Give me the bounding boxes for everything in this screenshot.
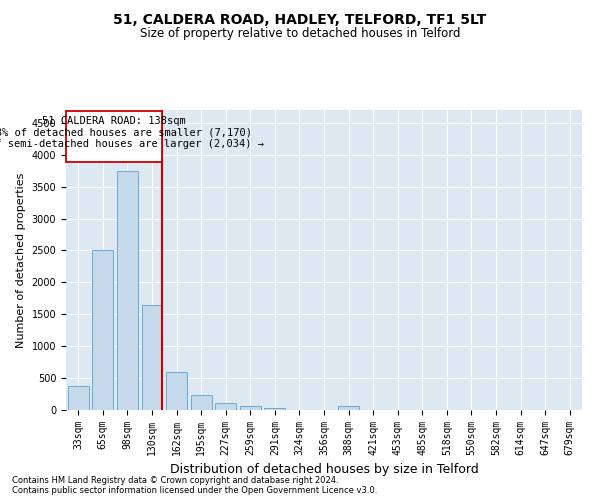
Text: 22% of semi-detached houses are larger (2,034) →: 22% of semi-detached houses are larger (… xyxy=(0,140,264,149)
Bar xyxy=(68,386,89,410)
Y-axis label: Number of detached properties: Number of detached properties xyxy=(16,172,26,348)
X-axis label: Distribution of detached houses by size in Telford: Distribution of detached houses by size … xyxy=(170,464,478,476)
FancyBboxPatch shape xyxy=(66,112,163,162)
Text: 51, CALDERA ROAD, HADLEY, TELFORD, TF1 5LT: 51, CALDERA ROAD, HADLEY, TELFORD, TF1 5… xyxy=(113,12,487,26)
Bar xyxy=(240,406,261,410)
Bar xyxy=(338,406,359,410)
Bar xyxy=(92,250,113,410)
Text: 51 CALDERA ROAD: 138sqm: 51 CALDERA ROAD: 138sqm xyxy=(43,116,186,126)
Bar xyxy=(166,372,187,410)
Text: Contains HM Land Registry data © Crown copyright and database right 2024.
Contai: Contains HM Land Registry data © Crown c… xyxy=(12,476,377,495)
Text: ← 78% of detached houses are smaller (7,170): ← 78% of detached houses are smaller (7,… xyxy=(0,128,252,138)
Bar xyxy=(215,404,236,410)
Bar xyxy=(265,408,286,410)
Bar xyxy=(191,396,212,410)
Bar xyxy=(117,170,138,410)
Text: Size of property relative to detached houses in Telford: Size of property relative to detached ho… xyxy=(140,28,460,40)
Bar xyxy=(142,306,163,410)
